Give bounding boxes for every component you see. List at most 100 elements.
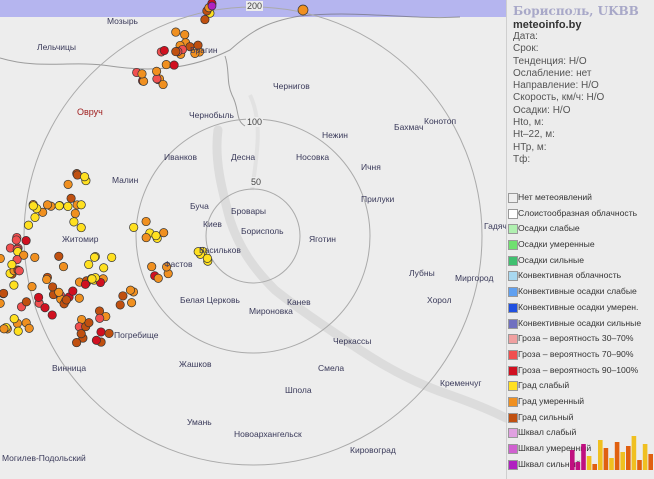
radar-echo-cell xyxy=(171,47,181,57)
legend-item: Шквал слабый xyxy=(507,425,654,441)
legend-swatch xyxy=(508,459,518,470)
ring-label-200: 200 xyxy=(246,1,264,11)
legend-swatch xyxy=(508,318,518,329)
radar-echo-cell xyxy=(58,262,69,272)
legend-item: Гроза – вероятность 90–100% xyxy=(507,363,654,379)
radar-echo-cell xyxy=(7,260,17,270)
legend-item: Слоистообразная облачность xyxy=(507,206,654,222)
logo-bar xyxy=(642,444,648,470)
city-label: Кременчуг xyxy=(440,378,482,388)
radar-echo-cell xyxy=(193,40,203,50)
radar-echo-cell xyxy=(63,179,73,189)
radar-echo-cell xyxy=(30,252,40,262)
legend-swatch xyxy=(508,302,518,313)
radar-echo-cell xyxy=(24,323,34,333)
legend-label: Гроза – вероятность 30–70% xyxy=(518,333,634,344)
city-label: Миргород xyxy=(455,273,494,283)
legend: Нет метеоявлений Слоистообразная облачнос… xyxy=(507,190,654,472)
radar-echo-cell xyxy=(80,172,90,182)
legend-item: Град слабый xyxy=(507,378,654,394)
city-label: Житомир xyxy=(62,234,99,244)
legend-swatch xyxy=(508,428,518,439)
city-label: Киев xyxy=(203,219,222,229)
info-direction: Направление: Н/О xyxy=(513,80,599,92)
river-desna xyxy=(248,94,260,191)
city-label: Чернигов xyxy=(273,81,310,91)
radar-echo-cell xyxy=(34,292,44,302)
city-label: Умань xyxy=(187,417,212,427)
logo-bar xyxy=(570,450,575,470)
radar-echo-cell xyxy=(171,27,181,37)
radar-echo-cell xyxy=(54,287,64,297)
city-label: Мозырь xyxy=(107,16,138,26)
logo-bar xyxy=(609,458,614,470)
ring-50 xyxy=(205,188,301,284)
legend-swatch xyxy=(508,412,518,423)
legend-swatch xyxy=(508,240,518,251)
legend-label: Град сильный xyxy=(518,411,574,422)
radar-echo-cell xyxy=(151,231,161,241)
radar-echo-cell xyxy=(47,310,57,320)
radar-echo-cell xyxy=(76,329,86,339)
radar-echo-cell xyxy=(153,273,163,283)
logo-bar xyxy=(648,454,653,470)
city-label: Васильков xyxy=(199,245,241,255)
legend-item: Нет метеоявлений xyxy=(507,190,654,206)
radar-echo-cell xyxy=(28,201,38,211)
radar-map-canvas xyxy=(0,0,506,466)
radar-echo-cell xyxy=(14,266,24,276)
logo-bar xyxy=(598,440,603,470)
city-label: Десна xyxy=(231,152,256,162)
city-label: Жашков xyxy=(179,359,212,369)
radar-echo-cell xyxy=(76,223,86,233)
city-label: Прилуки xyxy=(361,194,395,204)
legend-swatch xyxy=(508,396,518,407)
info-tf: Тф: xyxy=(513,153,531,165)
city-label: Борисполь xyxy=(241,226,284,236)
city-label: Черкассы xyxy=(333,336,372,346)
city-label: Носовка xyxy=(296,152,330,162)
radar-echo-cell xyxy=(69,217,79,227)
info-ht22: Ht–22, м: xyxy=(513,129,555,141)
radar-echo-cell xyxy=(99,263,109,273)
legend-item: Шквал умеренный xyxy=(507,441,654,457)
radar-echo-cell xyxy=(96,327,106,337)
legend-item: Осадки умеренные xyxy=(507,237,654,253)
legend-label: Конвективные осадки сильные xyxy=(518,317,642,328)
legend-swatch xyxy=(508,444,518,454)
radar-echo-cell xyxy=(42,274,52,285)
radar-echo-cell xyxy=(161,60,171,70)
city-label: Погребище xyxy=(114,330,159,340)
city-label: Бровары xyxy=(231,206,267,216)
radar-map[interactable]: 50 100 200 Мозырь Лельчицы Брагин Овруч … xyxy=(0,0,507,479)
legend-item: Град сильный xyxy=(507,410,654,426)
radar-echo-cell xyxy=(21,297,31,307)
radar-echo-cell xyxy=(152,66,162,76)
radar-echo-cell xyxy=(0,288,9,298)
legend-item: Град умеренный xyxy=(507,394,654,410)
site-name[interactable]: meteoinfo.by xyxy=(513,19,582,31)
radar-echo-cell xyxy=(89,252,100,262)
station-title: Борисполь, UKBB xyxy=(513,4,639,18)
info-panel: Борисполь, UKBB meteoinfo.by Дата: Срок:… xyxy=(506,0,654,479)
radar-echo-cell xyxy=(40,303,50,313)
city-label: Яготин xyxy=(309,234,336,244)
city-label: Канев xyxy=(287,297,311,307)
city-label: Смела xyxy=(318,363,345,373)
legend-item: Конвективные осадки слабые xyxy=(507,284,654,300)
city-label: Фастов xyxy=(164,259,193,269)
city-label: Брагин xyxy=(190,45,218,55)
station-info: Борисполь, UKBB meteoinfo.by Дата: Срок:… xyxy=(507,4,654,166)
radar-echo-cell xyxy=(9,314,19,324)
radar-echo-cell xyxy=(48,282,58,292)
city-label: Нежин xyxy=(322,130,348,140)
radar-echo-cell xyxy=(193,247,203,257)
radar-echo-cell xyxy=(54,201,64,211)
radar-echoes xyxy=(0,0,309,348)
bars-logo-icon xyxy=(570,436,653,470)
info-term: Срок: xyxy=(513,43,539,55)
city-label: Винница xyxy=(52,363,87,373)
logo-bar xyxy=(631,436,637,470)
legend-item: Осадки сильные xyxy=(507,253,654,269)
radar-echo-cell xyxy=(9,280,19,290)
